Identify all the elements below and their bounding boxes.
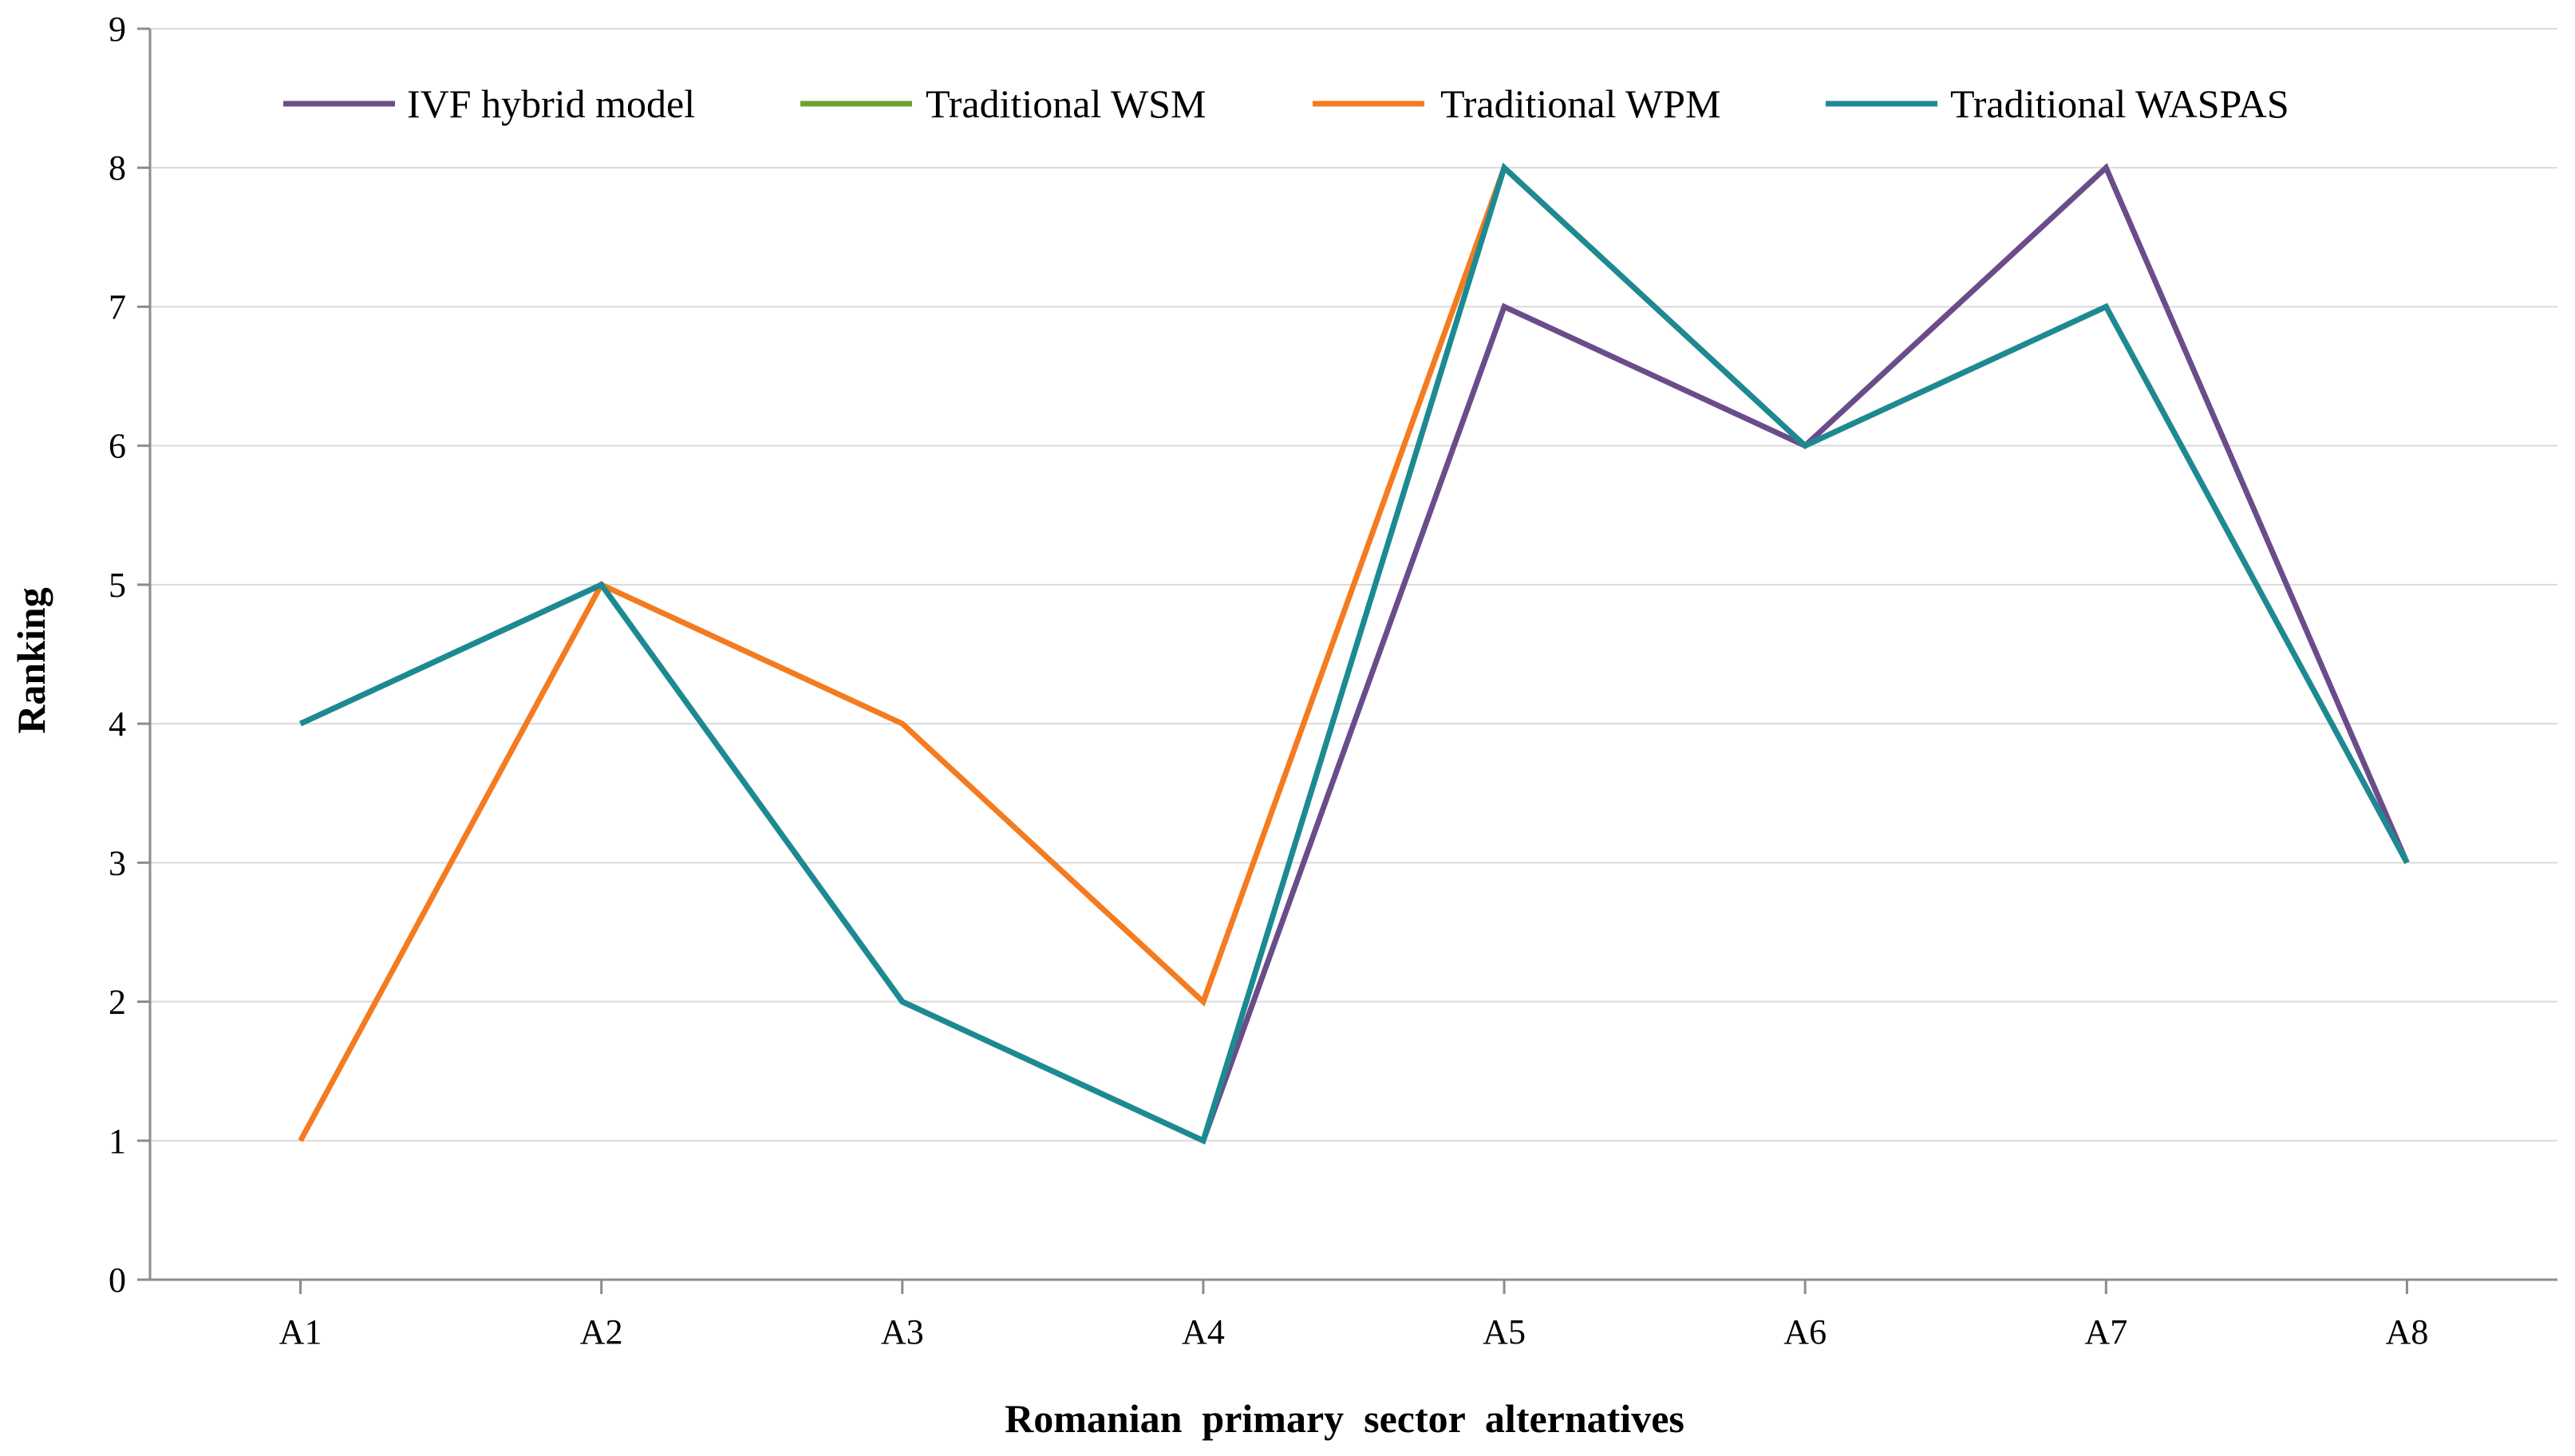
x-tick-labels: A1 A2 A3 A4 A5 A6 A7 A8 bbox=[279, 1280, 2429, 1351]
legend: IVF hybrid model Traditional WSM Tradition… bbox=[283, 81, 2289, 126]
y-tick-label: 8 bbox=[109, 148, 126, 187]
axes bbox=[148, 29, 2557, 1281]
x-axis-title: Romanian primary sector alternatives bbox=[1005, 1396, 1684, 1441]
series-lines bbox=[298, 162, 2410, 1145]
legend-label-3: Traditional WPM bbox=[1440, 81, 1720, 126]
y-tick-label: 1 bbox=[109, 1122, 126, 1161]
y-tick-label: 2 bbox=[109, 983, 126, 1022]
series-line-4 bbox=[299, 162, 2410, 1145]
x-tick-label: A4 bbox=[1182, 1312, 1225, 1351]
y-tick-label: 0 bbox=[109, 1261, 126, 1300]
legend-label-2: Traditional WSM bbox=[926, 81, 1206, 126]
y-tick-label: 9 bbox=[109, 10, 126, 49]
x-tick-label: A6 bbox=[1783, 1312, 1827, 1351]
y-tick-label: 4 bbox=[109, 704, 126, 744]
y-tick-label: 6 bbox=[109, 427, 126, 466]
legend-label-1: IVF hybrid model bbox=[407, 81, 695, 126]
gridlines bbox=[137, 27, 2557, 1281]
y-tick-labels: 0 1 2 3 4 5 6 7 8 9 bbox=[109, 10, 126, 1300]
x-tick-label: A5 bbox=[1483, 1312, 1526, 1351]
y-tick-label: 5 bbox=[109, 566, 126, 605]
x-tick-label: A1 bbox=[279, 1312, 322, 1351]
legend-label-4: Traditional WASPAS bbox=[1950, 81, 2289, 126]
x-tick-label: A8 bbox=[2386, 1312, 2429, 1351]
x-tick-label: A3 bbox=[881, 1312, 924, 1351]
y-tick-label: 7 bbox=[109, 287, 126, 326]
x-tick-label: A7 bbox=[2084, 1312, 2127, 1351]
x-tick-label: A2 bbox=[580, 1312, 623, 1351]
y-axis-title: Ranking bbox=[9, 587, 53, 733]
y-tick-label: 3 bbox=[109, 843, 126, 882]
